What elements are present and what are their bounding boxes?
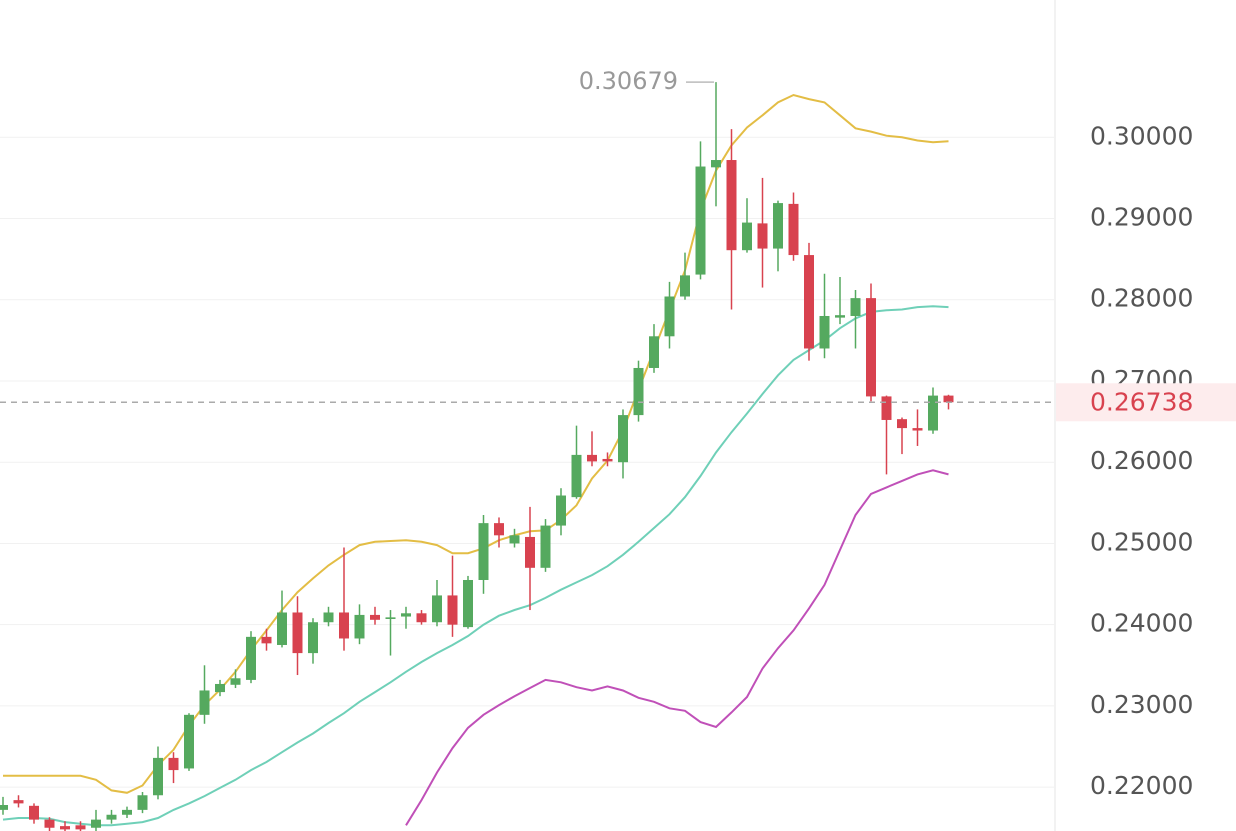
candle-body <box>509 535 520 544</box>
max-label: 0.30679 <box>579 67 678 95</box>
candle-body <box>184 714 194 769</box>
candle-body <box>556 495 566 526</box>
candle-body <box>633 367 644 416</box>
candle-body <box>649 336 659 368</box>
candle-body <box>540 525 551 568</box>
candle-body <box>773 203 783 249</box>
candle-body <box>835 315 845 318</box>
y-tick-label: 0.29000 <box>1090 203 1193 232</box>
candle-body <box>804 255 814 349</box>
candle-body <box>432 595 442 623</box>
indicator-line <box>405 469 949 826</box>
candle-body <box>246 636 256 680</box>
candle-body <box>680 275 690 297</box>
candle-body <box>587 454 597 462</box>
candle-body <box>215 683 225 693</box>
candle-body <box>850 298 861 316</box>
y-tick-label: 0.26000 <box>1090 446 1193 475</box>
candle-body <box>323 612 334 623</box>
candle-body <box>494 523 504 536</box>
candle-body <box>416 613 427 623</box>
candle-body <box>928 395 938 431</box>
candle-body <box>13 800 24 804</box>
candle-body <box>866 298 876 397</box>
candle-body <box>354 614 365 639</box>
candle-body <box>757 223 768 249</box>
y-tick-label: 0.24000 <box>1090 609 1193 638</box>
candle-body <box>199 690 210 715</box>
last-price-label: 0.26738 <box>1090 387 1193 416</box>
candle-body <box>897 419 907 429</box>
candle-body <box>463 579 473 628</box>
candle-body <box>106 814 117 820</box>
candle-body <box>308 622 318 654</box>
candle-body <box>695 166 706 275</box>
candle-body <box>153 757 163 796</box>
y-tick-label: 0.30000 <box>1090 121 1193 150</box>
candle-body <box>292 612 303 654</box>
candle-body <box>75 825 86 830</box>
candle-body <box>664 296 675 337</box>
candle-body <box>881 396 892 420</box>
candle-body <box>711 160 721 168</box>
y-tick-label: 0.23000 <box>1090 690 1193 719</box>
candle-body <box>168 757 179 771</box>
y-axis: 0.220000.230000.240000.250000.260000.270… <box>1090 121 1193 800</box>
candle-body <box>122 809 132 815</box>
candle-body <box>261 636 272 644</box>
candle-body <box>571 454 582 498</box>
candles <box>0 82 954 831</box>
candle-body <box>478 523 489 580</box>
grid <box>0 136 1055 788</box>
candle-body <box>339 612 349 639</box>
y-tick-label: 0.22000 <box>1090 771 1193 800</box>
candle-body <box>943 395 954 403</box>
candle-body <box>277 612 287 645</box>
candle-body <box>788 203 799 256</box>
candle-body <box>525 536 535 568</box>
candle-body <box>29 805 39 820</box>
candle-body <box>44 819 55 828</box>
candle-body <box>912 428 923 431</box>
candle-body <box>401 613 411 617</box>
candle-body <box>602 458 613 462</box>
candle-body <box>618 415 628 463</box>
y-tick-label: 0.25000 <box>1090 527 1193 556</box>
candle-body <box>91 819 101 828</box>
candle-body <box>447 595 458 625</box>
candle-body <box>385 617 396 619</box>
candle-body <box>0 805 8 810</box>
overlay: 0.30679 0.26738 <box>0 67 1236 422</box>
candle-body <box>742 222 752 251</box>
candle-body <box>370 614 380 620</box>
last-price-box <box>1056 383 1236 422</box>
indicator-line <box>2 305 949 827</box>
candle-body <box>60 826 70 830</box>
candle-body <box>230 678 241 685</box>
candle-body <box>819 315 830 349</box>
candle-body <box>726 160 737 251</box>
y-tick-label: 0.28000 <box>1090 284 1193 313</box>
candle-body <box>137 795 148 810</box>
